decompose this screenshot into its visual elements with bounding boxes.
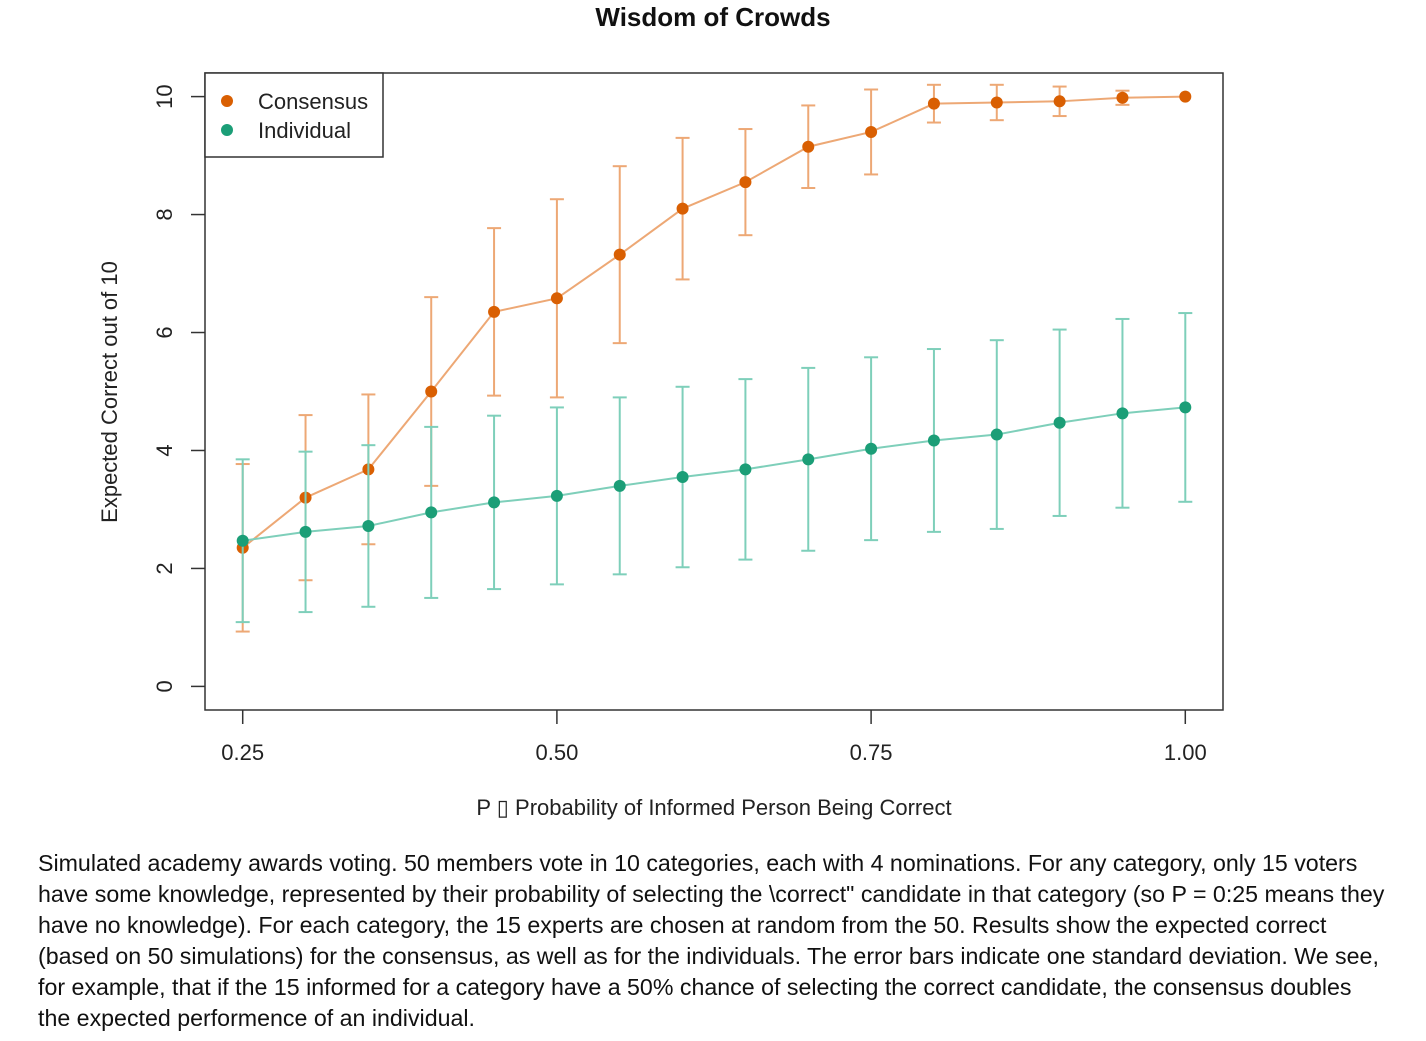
x-axis: 0.25 0.50 0.75 1.00: [221, 710, 1207, 765]
x-tick-label: 1.00: [1164, 740, 1207, 765]
figure-caption: Simulated academy awards voting. 50 memb…: [38, 850, 1385, 1031]
consensus-point: [927, 97, 940, 110]
legend-marker-consensus: [221, 95, 233, 107]
plot-frame: [204, 72, 1224, 711]
individual-point: [299, 525, 312, 538]
individual-point: [927, 434, 940, 447]
y-tick-label: 2: [152, 562, 177, 574]
y-tick-label: 4: [152, 444, 177, 456]
individual-line: [242, 406, 1186, 542]
individual-point: [613, 479, 626, 492]
consensus-point: [1116, 91, 1129, 104]
individual-point: [739, 463, 752, 476]
legend-label-individual: Individual: [258, 118, 351, 143]
consensus-point: [1053, 95, 1066, 108]
legend-box: [204, 72, 384, 158]
consensus-point: [802, 140, 815, 153]
consensus-point: [990, 96, 1003, 109]
legend: Consensus Individual: [204, 72, 384, 158]
chart-title: Wisdom of Crowds: [595, 2, 830, 32]
consensus-point: [550, 292, 563, 305]
legend-marker-individual: [221, 124, 233, 136]
series-layer: [235, 83, 1193, 633]
y-tick-label: 6: [152, 326, 177, 338]
wisdom-of-crowds-chart: Wisdom of Crowds 0.25 0.50 0.75 1.00 0 2 4 6 8 1…: [97, 2, 1224, 820]
individual-point: [676, 471, 689, 484]
y-axis: 0 2 4 6 8 10: [152, 84, 205, 693]
consensus-line: [242, 95, 1186, 549]
series-consensus: [235, 83, 1192, 633]
y-tick-label: 0: [152, 680, 177, 692]
individual-point: [1179, 401, 1192, 414]
consensus-point: [865, 125, 878, 138]
individual-point: [1053, 416, 1066, 429]
x-tick-label: 0.50: [535, 740, 578, 765]
individual-point: [865, 442, 878, 455]
consensus-point: [1179, 90, 1192, 103]
legend-label-consensus: Consensus: [258, 89, 368, 114]
individual-point: [425, 506, 438, 519]
x-tick-label: 0.75: [850, 740, 893, 765]
consensus-point: [613, 248, 626, 261]
individual-point: [236, 534, 249, 547]
individual-point: [802, 453, 815, 466]
x-axis-label: P ▯ Probability of Informed Person Being…: [476, 795, 951, 820]
individual-point: [362, 519, 375, 532]
y-axis-label: Expected Correct out of 10: [97, 261, 122, 523]
y-tick-label: 8: [152, 208, 177, 220]
individual-point: [488, 496, 501, 509]
y-tick-label: 10: [152, 84, 177, 108]
consensus-point: [425, 385, 438, 398]
consensus-point: [676, 202, 689, 215]
individual-point: [550, 489, 563, 502]
x-tick-label: 0.25: [221, 740, 264, 765]
individual-point: [990, 428, 1003, 441]
consensus-point: [488, 305, 501, 318]
series-individual: [235, 312, 1193, 624]
individual-point: [1116, 407, 1129, 420]
consensus-point: [739, 176, 752, 189]
